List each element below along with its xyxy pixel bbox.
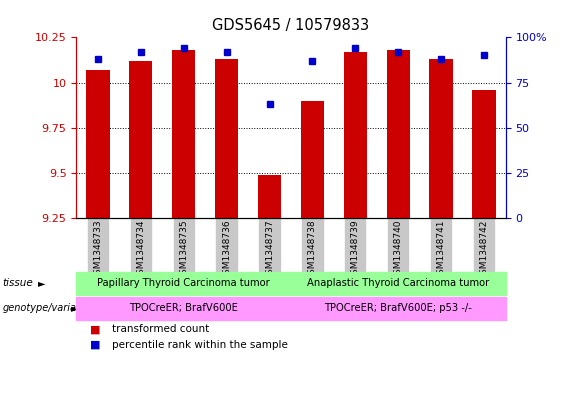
Bar <box>301 101 324 218</box>
Text: transformed count: transformed count <box>112 324 209 334</box>
Text: ►: ► <box>38 278 46 288</box>
Text: TPOCreER; BrafV600E; p53 -/-: TPOCreER; BrafV600E; p53 -/- <box>324 303 472 313</box>
Text: percentile rank within the sample: percentile rank within the sample <box>112 340 288 350</box>
Bar <box>129 61 153 218</box>
Bar <box>472 90 496 218</box>
Text: ►: ► <box>71 303 78 313</box>
Text: TPOCreER; BrafV600E: TPOCreER; BrafV600E <box>129 303 238 313</box>
Bar <box>344 52 367 218</box>
Text: ■: ■ <box>90 340 101 350</box>
Bar <box>386 50 410 218</box>
Bar <box>215 59 238 218</box>
Text: ■: ■ <box>90 324 101 334</box>
Text: tissue: tissue <box>3 278 33 288</box>
Text: genotype/variation: genotype/variation <box>3 303 95 313</box>
Bar <box>172 50 195 218</box>
Bar <box>86 70 110 218</box>
Bar <box>258 175 281 218</box>
Text: Anaplastic Thyroid Carcinoma tumor: Anaplastic Thyroid Carcinoma tumor <box>307 278 489 288</box>
Text: Papillary Thyroid Carcinoma tumor: Papillary Thyroid Carcinoma tumor <box>97 278 270 288</box>
Title: GDS5645 / 10579833: GDS5645 / 10579833 <box>212 18 370 33</box>
Bar <box>429 59 453 218</box>
